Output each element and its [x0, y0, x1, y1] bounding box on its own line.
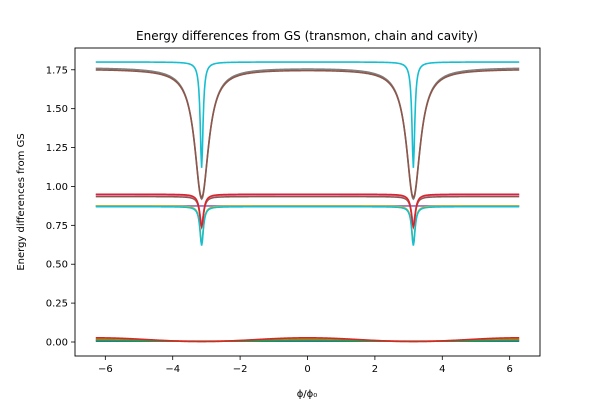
y-tick-label: 0.50	[46, 260, 68, 271]
series-line-12	[95, 193, 520, 231]
plot-lines	[95, 61, 520, 343]
y-tick-label: 0.25	[46, 299, 68, 310]
series-line-9	[95, 61, 520, 168]
y-tick-label: 1.00	[46, 182, 68, 193]
series-line-8	[95, 205, 520, 245]
x-tick-label: 0	[304, 364, 310, 375]
plot-frame	[74, 47, 541, 357]
y-tick-label: 1.75	[46, 65, 68, 76]
x-axis-label: ϕ/ϕ₀	[297, 389, 318, 400]
x-tick-label: −2	[233, 364, 248, 375]
series-line-10	[95, 69, 520, 199]
chart-title: Energy differences from GS (transmon, ch…	[136, 29, 478, 43]
x-axis-ticks: −6 −4 −2 0 2 4 6	[98, 356, 513, 375]
series-line-6	[95, 194, 520, 227]
y-axis-label: Energy differences from GS	[16, 133, 27, 270]
x-tick-label: 4	[439, 364, 445, 375]
series-line-7	[95, 67, 520, 201]
x-tick-label: 2	[372, 364, 378, 375]
series-line-3	[95, 336, 520, 343]
series-line-11	[95, 205, 520, 246]
y-tick-label: 0.00	[46, 338, 68, 349]
y-tick-label: 1.25	[46, 143, 68, 154]
y-tick-label: 1.50	[46, 104, 68, 115]
y-axis-ticks: 0.00 0.25 0.50 0.75 1.00 1.25 1.50 1.75	[46, 65, 75, 349]
x-tick-label: −6	[98, 364, 113, 375]
x-tick-label: −4	[165, 364, 180, 375]
series-line-5	[95, 195, 520, 229]
y-tick-label: 0.75	[46, 221, 68, 232]
x-tick-label: 6	[506, 364, 512, 375]
